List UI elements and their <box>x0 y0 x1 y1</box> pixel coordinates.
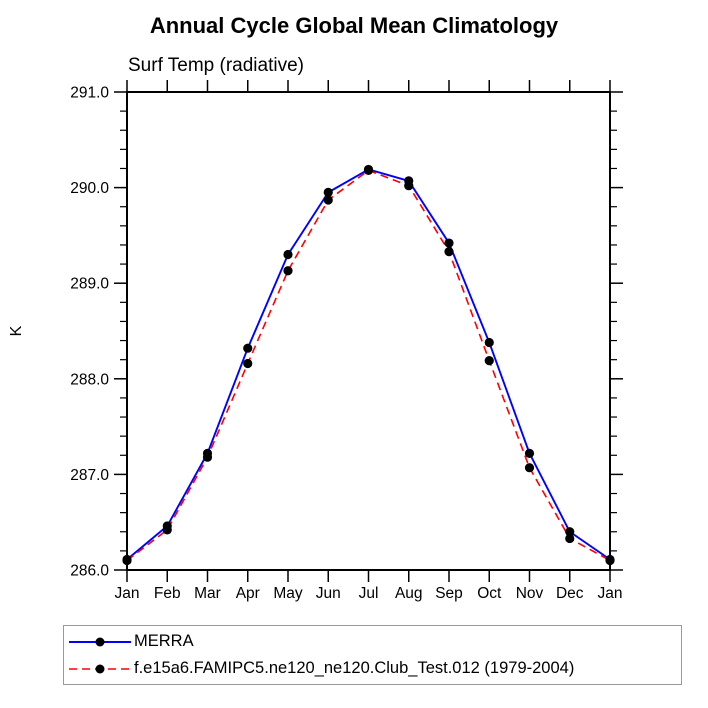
data-point-marker <box>605 555 615 566</box>
series-line-1 <box>126 169 611 562</box>
data-point-marker <box>323 195 333 205</box>
merra-sample-marker-icon <box>95 637 105 646</box>
legend-box: MERRA f.e15a6.FAMIPC5.ne120_ne120.Club_T… <box>63 625 682 685</box>
data-point-marker <box>524 448 535 458</box>
legend-item-merra: MERRA <box>68 628 681 655</box>
legend-label-merra: MERRA <box>134 632 194 650</box>
x-tick-label: Aug <box>395 585 423 602</box>
chart-title: Annual Cycle Global Mean Climatology <box>149 13 559 38</box>
series-markers-0 <box>122 164 615 565</box>
y-tick-label: 287.0 <box>70 467 109 484</box>
data-point-marker <box>565 533 575 544</box>
x-tick-label: Sep <box>435 585 463 602</box>
y-tick-label: 290.0 <box>70 180 109 197</box>
y-axis: 286.0 287.0 288.0 289.0 290.0 291.0 <box>70 85 623 580</box>
y-tick-label: 289.0 <box>70 276 109 293</box>
data-point-marker <box>122 555 132 566</box>
x-tick-label: Oct <box>477 585 502 602</box>
data-point-marker <box>283 266 293 276</box>
data-point-marker <box>243 358 253 369</box>
data-point-marker <box>283 249 293 260</box>
x-tick-label: Jan <box>115 585 140 602</box>
x-tick-label: Jul <box>359 585 379 602</box>
data-point-marker <box>484 337 494 348</box>
plot-frame <box>126 91 611 571</box>
plot-area: Jan Feb Mar Apr May Jun Jul Aug Sep Oct Nov Dec Jan 2… <box>70 80 623 602</box>
y-tick-label: 288.0 <box>70 371 109 388</box>
y-tick-label: 291.0 <box>70 85 109 102</box>
x-axis: Jan Feb Mar Apr May Jun Jul Aug Sep Oct Nov Dec Jan <box>115 80 623 602</box>
model-line-sample-icon <box>69 664 131 673</box>
x-tick-label: Mar <box>194 585 221 602</box>
x-tick-label: Apr <box>236 585 260 602</box>
data-point-marker <box>524 463 535 473</box>
model-sample-marker-icon <box>95 664 105 673</box>
data-point-marker <box>323 187 333 197</box>
x-tick-label: Dec <box>556 585 584 602</box>
data-point-marker <box>243 343 253 353</box>
x-tick-label: Nov <box>516 585 544 602</box>
data-point-marker <box>363 165 374 175</box>
data-point-marker <box>444 238 454 248</box>
data-point-marker <box>162 525 172 535</box>
legend-label-model: f.e15a6.FAMIPC5.ne120_ne120.Club_Test.01… <box>134 659 575 677</box>
x-tick-label: Jan <box>598 585 623 602</box>
data-point-marker <box>202 452 213 462</box>
data-point-marker <box>404 181 414 191</box>
chart-subtitle: Surf Temp (radiative) <box>128 55 304 76</box>
merra-line-sample-icon <box>69 637 131 646</box>
data-point-marker <box>565 527 575 537</box>
series-markers-1 <box>122 165 615 566</box>
x-tick-label: May <box>273 585 303 602</box>
data-point-marker <box>484 356 494 366</box>
x-tick-label: Feb <box>154 585 181 602</box>
y-tick-label: 286.0 <box>70 563 109 580</box>
data-point-marker <box>444 247 454 257</box>
legend-item-model: f.e15a6.FAMIPC5.ne120_ne120.Club_Test.01… <box>68 655 681 682</box>
series-line-0 <box>126 168 611 561</box>
x-tick-label: Jun <box>316 585 341 602</box>
